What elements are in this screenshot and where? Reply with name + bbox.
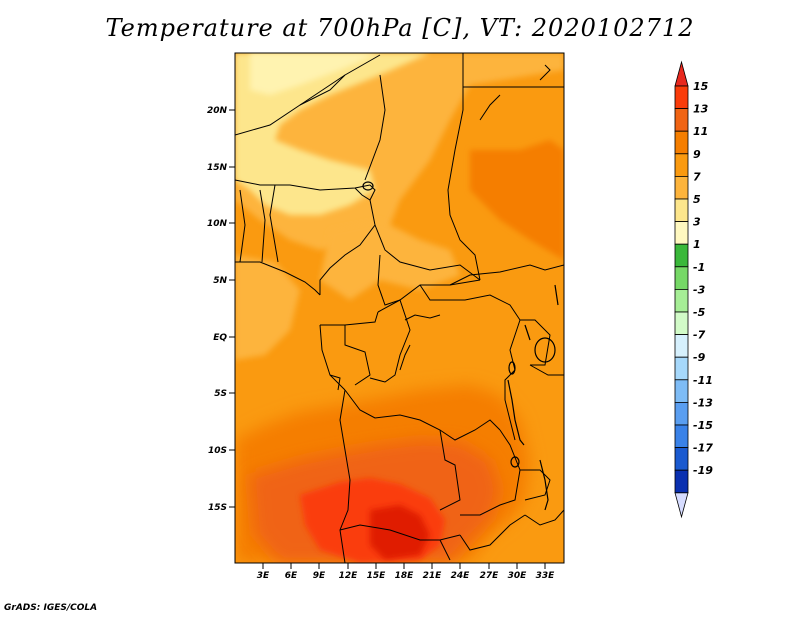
colorbar-swatch [674, 469, 689, 494]
longitude-axis: 3E 6E 9E 12E 15E 18E 21E 24E 27E 30E 33E [257, 563, 555, 581]
lake-tanganyika [507, 379, 525, 446]
field-11-13-east [470, 140, 564, 260]
lat-tick-label: 5S [214, 389, 227, 399]
colorbar-swatch [674, 130, 689, 155]
lat-tick-label: 5N [213, 276, 227, 286]
colorbar-swatch [674, 288, 689, 313]
colorbar-swatch [674, 243, 689, 268]
colorbar-label: -1 [693, 261, 705, 274]
map-title: Temperature at 700hPa [C], VT: 202010271… [105, 14, 695, 42]
colorbar-label: -9 [693, 351, 706, 364]
field-5-7-sahara [235, 53, 430, 215]
lon-tick-label: 6E [285, 571, 298, 581]
colorbar-swatch [674, 175, 689, 200]
colorbar-label: -3 [693, 283, 706, 296]
colorbar-swatch [674, 266, 689, 290]
colorbar-label: 11 [693, 125, 708, 138]
lat-tick-label: 15N [207, 163, 228, 173]
lon-tick-label: 3E [257, 571, 270, 581]
lake-victoria [534, 337, 556, 363]
colorbar-swatch [674, 311, 689, 336]
colorbar-top-arrow [674, 60, 689, 87]
lon-tick-label: 12E [339, 571, 359, 581]
coastlines [399, 64, 551, 371]
field-5-7-north [250, 53, 380, 95]
map-frame [234, 52, 565, 564]
colorbar-label: 15 [693, 80, 709, 93]
colorbar-swatch [674, 379, 689, 403]
colorbar-label: -19 [693, 464, 713, 477]
lat-tick-label: 15S [208, 503, 227, 513]
lake-albert [524, 324, 531, 341]
colorbar-label: 9 [693, 148, 701, 161]
colorbar-swatch [674, 356, 689, 381]
field-hot-core [370, 505, 430, 560]
field-7-9-mid [320, 220, 460, 300]
colorbar-swatch [674, 85, 689, 110]
colorbar-label: -15 [693, 419, 713, 432]
colorbar-label: 5 [693, 193, 701, 206]
colorbar-swatch [674, 153, 689, 177]
colorbar-label: 1 [693, 238, 701, 251]
lat-tick-label: 10S [208, 446, 227, 456]
field-7-9-west [235, 255, 300, 360]
lon-tick-label: 9E [313, 571, 326, 581]
colorbar-label: -17 [693, 442, 713, 455]
latitude-axis: 20N 15N 10N 5N EQ 5S 10S 15S [207, 106, 235, 513]
colorbar-label: -7 [693, 329, 706, 342]
lakes [362, 181, 559, 511]
lon-tick-label: 15E [367, 571, 387, 581]
lon-tick-label: 18E [395, 571, 415, 581]
colorbar-label: -13 [693, 396, 713, 409]
lake-chad [362, 181, 374, 191]
colorbar-swatch [674, 424, 689, 449]
lake-turkana [554, 284, 559, 306]
lon-tick-label: 27E [480, 571, 500, 581]
lake-malawi [539, 459, 549, 511]
colorbar-bottom-arrow [674, 492, 689, 519]
colorbar-label: -11 [693, 374, 713, 387]
colorbar-label: 7 [693, 170, 701, 183]
colorbar-label: 13 [693, 103, 709, 116]
lake-kivu [508, 361, 516, 375]
lake-mweru [510, 456, 520, 468]
colorbar-swatch [674, 334, 689, 358]
colorbar-swatch [674, 221, 689, 245]
colorbar-label: 3 [693, 216, 701, 229]
temperature-field [235, 53, 564, 563]
lat-tick-label: EQ [213, 333, 227, 343]
colorbar-swatch [674, 447, 689, 471]
colorbar-swatch [674, 198, 689, 223]
grads-credit: GrADS: IGES/COLA [4, 603, 98, 613]
lon-tick-label: 30E [508, 571, 528, 581]
colorbar: 15 13 11 9 7 5 3 1 -1 -3 -5 -7 -9 -11 -13 -15 -17 -19 [674, 60, 713, 519]
lon-tick-label: 33E [536, 571, 556, 581]
lat-tick-label: 20N [207, 106, 228, 116]
colorbar-label: -5 [693, 306, 706, 319]
lon-tick-label: 21E [423, 571, 443, 581]
lat-tick-label: 10N [207, 219, 228, 229]
colorbar-swatch [674, 108, 689, 132]
lon-tick-label: 24E [451, 571, 471, 581]
colorbar-swatch [674, 401, 689, 426]
country-borders [235, 53, 564, 563]
